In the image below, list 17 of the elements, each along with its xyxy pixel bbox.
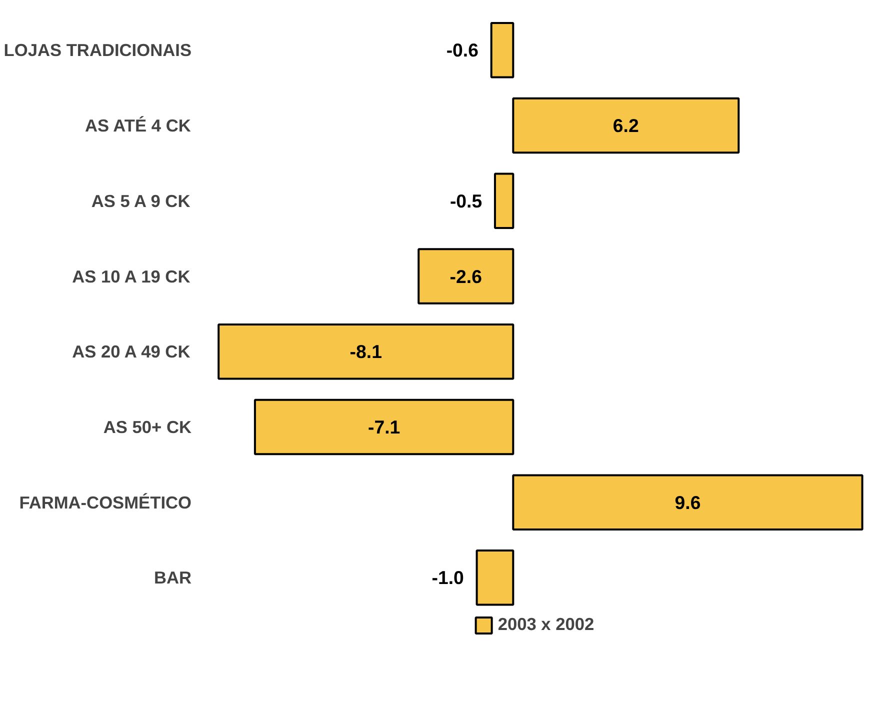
data-label: -2.6 bbox=[450, 266, 482, 287]
legend-label: 2003 x 2002 bbox=[498, 614, 594, 635]
data-label: -7.1 bbox=[368, 416, 400, 438]
data-label: 9.6 bbox=[674, 492, 701, 513]
data-label: 6.2 bbox=[612, 115, 639, 136]
y-tick-label: AS 50+ CK bbox=[103, 416, 192, 437]
y-tick-label: AS 5 A 9 CK bbox=[91, 190, 191, 211]
y-tick-label: FARMA-COSMÉTICO bbox=[19, 492, 192, 512]
data-label: -0.5 bbox=[450, 190, 482, 212]
y-tick-label: AS ATÉ 4 CK bbox=[84, 116, 192, 136]
data-label: -8.1 bbox=[350, 341, 382, 362]
y-tick-label: AS 20 A 49 CK bbox=[72, 342, 191, 362]
y-tick-label: LOJAS TRADICIONAIS bbox=[4, 40, 192, 60]
y-tick-label: AS 10 A 19 CK bbox=[72, 266, 191, 286]
y-tick-label: BAR bbox=[154, 568, 192, 588]
data-label: -1.0 bbox=[432, 567, 464, 588]
data-label: -0.6 bbox=[446, 40, 478, 61]
